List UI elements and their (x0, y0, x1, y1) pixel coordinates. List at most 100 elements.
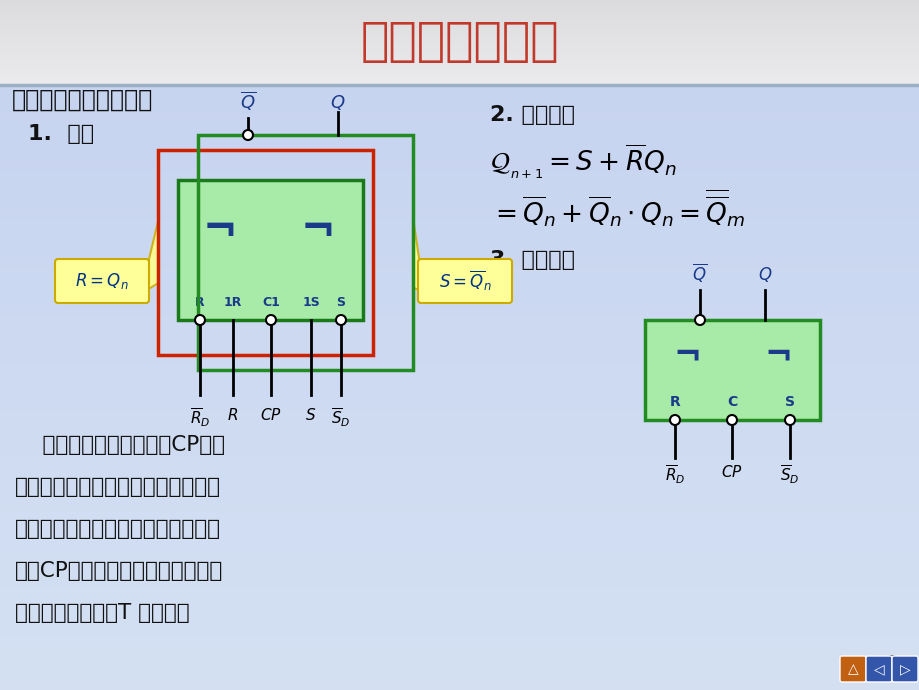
Bar (0, 225, 919, 226)
Bar (0, 493, 919, 494)
Bar (0, 398, 919, 399)
FancyBboxPatch shape (417, 259, 512, 303)
Bar (0, 289, 919, 290)
Bar (0, 0, 919, 1)
Bar (0, 647, 919, 648)
Text: R: R (195, 295, 205, 308)
Bar (0, 405, 919, 406)
Bar (0, 96, 919, 97)
Bar (0, 283, 919, 284)
Bar (0, 110, 919, 111)
Bar (0, 109, 919, 110)
Bar (0, 403, 919, 404)
Bar (0, 135, 919, 136)
Bar (0, 298, 919, 299)
Bar (0, 213, 919, 214)
Bar (0, 128, 919, 129)
Bar (0, 514, 919, 515)
Bar (0, 554, 919, 555)
Text: 次变化。触发器以一位二进制数方式: 次变化。触发器以一位二进制数方式 (15, 519, 221, 539)
Bar (0, 521, 919, 522)
Bar (0, 410, 919, 411)
Bar (0, 48, 919, 49)
Bar (0, 404, 919, 405)
Bar (0, 151, 919, 152)
Bar (0, 443, 919, 444)
Bar (0, 139, 919, 140)
Bar (0, 382, 919, 383)
FancyBboxPatch shape (177, 180, 363, 320)
Bar (0, 340, 919, 341)
Bar (0, 584, 919, 585)
Bar (0, 655, 919, 656)
Bar (0, 618, 919, 619)
Bar (0, 663, 919, 664)
Bar (0, 24, 919, 25)
Bar (0, 263, 919, 264)
Bar (0, 352, 919, 353)
Bar (0, 560, 919, 561)
Bar (0, 61, 919, 62)
Bar (0, 407, 919, 408)
Bar (0, 230, 919, 231)
FancyBboxPatch shape (865, 656, 891, 682)
Bar (0, 491, 919, 492)
Bar (0, 104, 919, 105)
Bar (0, 526, 919, 527)
Bar (0, 358, 919, 359)
Bar (0, 373, 919, 374)
Text: 3. 逻辑符号: 3. 逻辑符号 (490, 250, 574, 270)
Bar (0, 238, 919, 239)
Bar (0, 577, 919, 578)
Bar (0, 90, 919, 91)
Bar (0, 611, 919, 612)
Bar (0, 150, 919, 151)
Bar (0, 411, 919, 412)
Bar (0, 91, 919, 92)
Bar (0, 654, 919, 655)
Bar (0, 361, 919, 362)
Bar (0, 63, 919, 64)
Bar (0, 87, 919, 88)
Bar (0, 541, 919, 542)
Bar (0, 206, 919, 207)
Bar (0, 12, 919, 13)
Bar (0, 114, 919, 115)
Bar (0, 130, 919, 131)
Bar (0, 593, 919, 594)
Bar (0, 77, 919, 78)
Bar (0, 643, 919, 644)
Bar (0, 256, 919, 257)
FancyBboxPatch shape (891, 656, 917, 682)
Circle shape (784, 415, 794, 425)
Bar (0, 608, 919, 609)
Bar (0, 474, 919, 475)
Bar (0, 558, 919, 559)
Bar (0, 55, 919, 56)
Bar (0, 339, 919, 340)
Bar (0, 280, 919, 281)
Bar (0, 296, 919, 297)
Bar (0, 202, 919, 203)
Bar (0, 639, 919, 640)
Bar (0, 338, 919, 339)
Bar (0, 610, 919, 611)
Bar (0, 376, 919, 377)
Bar (0, 567, 919, 568)
Bar (0, 452, 919, 453)
Bar (0, 159, 919, 160)
Bar (0, 685, 919, 686)
Bar (0, 515, 919, 516)
Bar (0, 214, 919, 215)
Bar (0, 157, 919, 158)
Bar (0, 650, 919, 651)
Bar (0, 540, 919, 541)
Bar (0, 227, 919, 228)
Bar (0, 630, 919, 631)
Bar (0, 7, 919, 8)
Bar (0, 81, 919, 82)
Bar (0, 381, 919, 382)
Bar (0, 1, 919, 2)
Bar (0, 3, 919, 4)
Bar (0, 488, 919, 489)
